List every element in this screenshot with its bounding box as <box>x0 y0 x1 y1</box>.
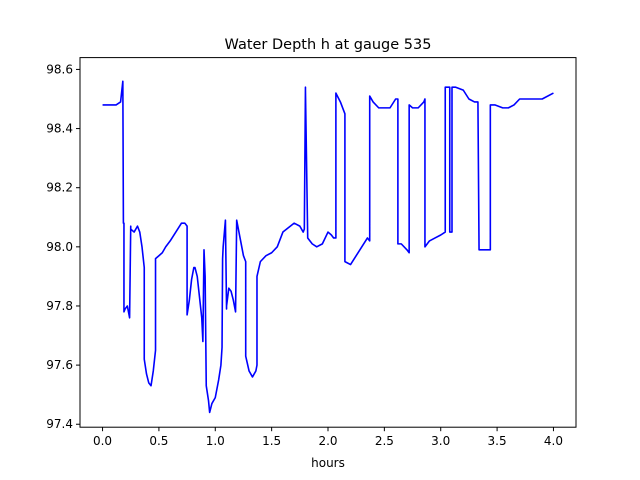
series-line-0 <box>102 80 554 414</box>
y-tick-label: 97.6 <box>46 358 73 372</box>
series-group <box>102 80 554 414</box>
x-axis-label: hours <box>311 456 345 470</box>
y-tick-label: 98.2 <box>46 181 73 195</box>
x-tick-label: 3.0 <box>431 434 450 448</box>
x-tick-label: 4.0 <box>544 434 563 448</box>
y-tick-label: 98.4 <box>46 122 73 136</box>
chart-title: Water Depth h at gauge 535 <box>225 37 432 53</box>
x-tick-label: 3.5 <box>488 434 507 448</box>
x-tick-label: 1.0 <box>206 434 225 448</box>
x-axis-ticks: 0.0 0.5 1.0 1.5 2.0 2.5 3.0 3.5 4.0 <box>93 427 563 448</box>
y-axis-ticks: 97.4 97.6 97.8 98.0 98.2 98.4 98.6 <box>46 62 80 431</box>
x-tick-label: 1.5 <box>262 434 281 448</box>
x-tick-label: 0.5 <box>149 434 168 448</box>
y-tick-label: 98.6 <box>46 62 73 76</box>
x-tick-label: 2.5 <box>375 434 394 448</box>
x-tick-label: 0.0 <box>93 434 112 448</box>
y-tick-label: 98.0 <box>46 240 73 254</box>
plot-frame <box>79 57 577 428</box>
y-tick-label: 97.4 <box>46 417 73 431</box>
y-tick-label: 97.8 <box>46 299 73 313</box>
x-tick-label: 2.0 <box>318 434 337 448</box>
